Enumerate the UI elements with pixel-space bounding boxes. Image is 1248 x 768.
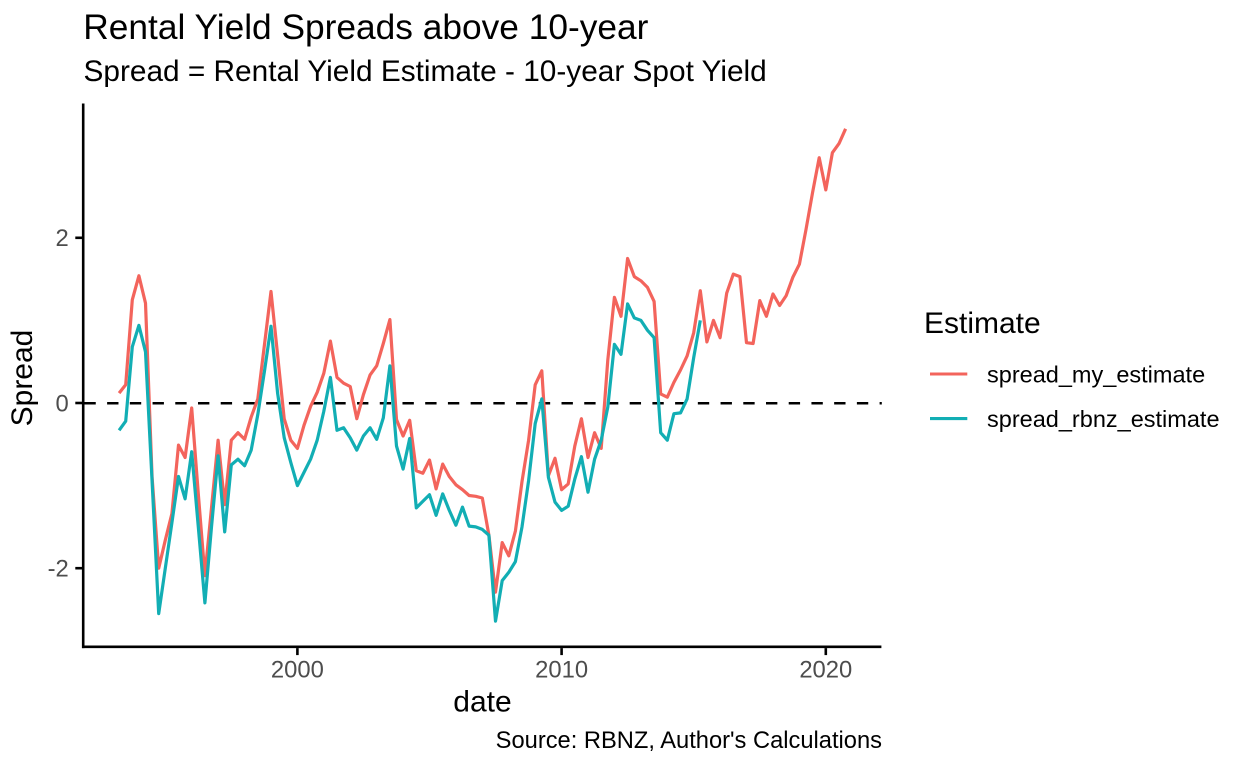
svg-text:2: 2 — [56, 225, 69, 252]
svg-text:2000: 2000 — [271, 657, 324, 684]
svg-text:Spread = Rental Yield Estimate: Spread = Rental Yield Estimate - 10-year… — [84, 55, 767, 88]
svg-text:Spread: Spread — [6, 330, 39, 427]
svg-text:Rental Yield Spreads above 10-: Rental Yield Spreads above 10-year — [83, 8, 648, 47]
svg-text:date: date — [453, 686, 511, 719]
svg-text:0: 0 — [56, 390, 69, 417]
svg-text:spread_rbnz_estimate: spread_rbnz_estimate — [987, 406, 1220, 432]
svg-text:spread_my_estimate: spread_my_estimate — [987, 361, 1205, 387]
svg-text:2010: 2010 — [535, 657, 588, 684]
svg-text:2020: 2020 — [799, 657, 852, 684]
svg-text:-2: -2 — [48, 556, 69, 583]
svg-text:Estimate: Estimate — [924, 307, 1041, 340]
svg-text:Source: RBNZ, Author's Calcula: Source: RBNZ, Author's Calculations — [496, 728, 882, 754]
